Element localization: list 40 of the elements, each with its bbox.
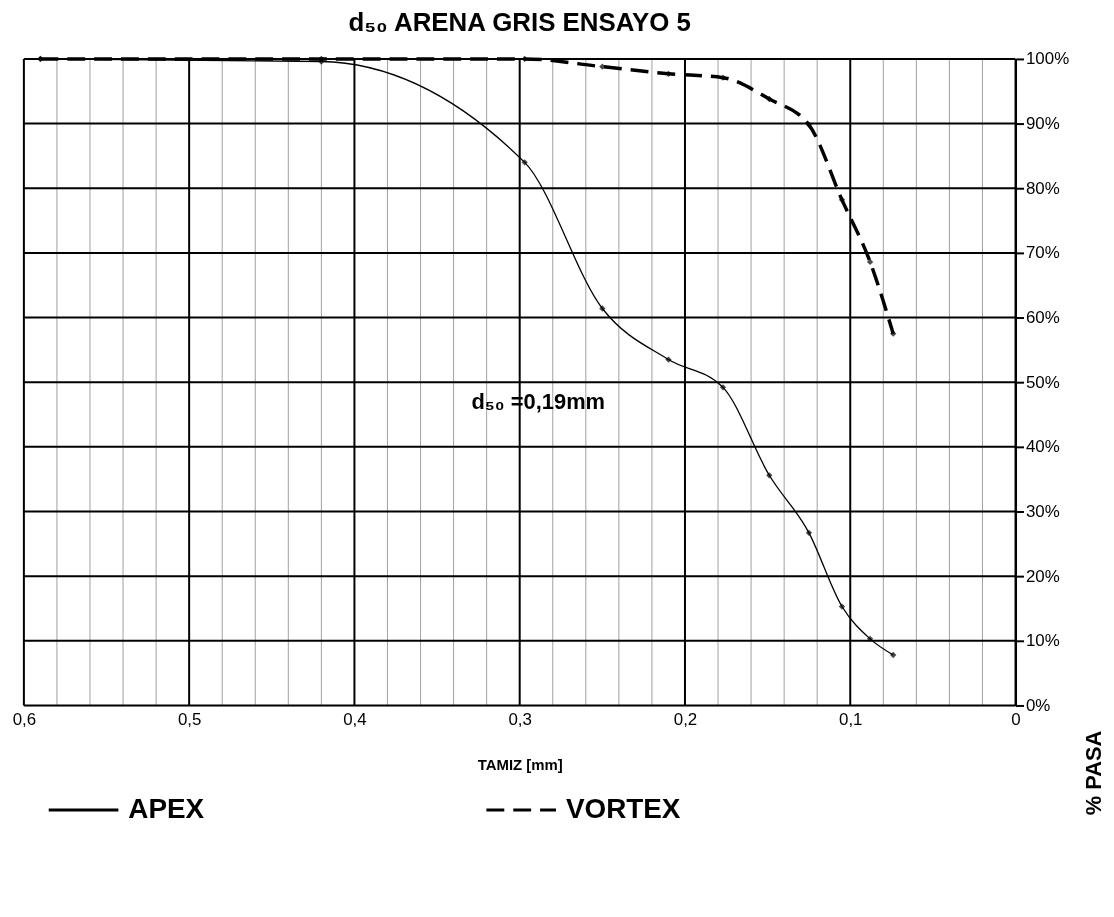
y-tick-label: 100% [1025,49,1070,69]
y-tick-label: 0% [1025,695,1051,715]
point [665,70,672,77]
x-tick-label: 0,3 [508,709,532,729]
point [866,258,874,266]
y-tick-label: 30% [1025,501,1060,521]
point [766,472,773,479]
point [766,95,773,103]
y-tick-label: 40% [1025,437,1060,457]
legend-label: APEX [128,792,205,824]
point [521,159,528,166]
point [521,55,528,63]
y-tick-label: 70% [1025,243,1060,263]
y-tick-label: 10% [1025,631,1060,651]
x-tick-label: 0,2 [673,709,698,729]
point [838,196,846,204]
point [37,55,44,63]
y-tick-label: 50% [1025,372,1060,392]
point [805,121,813,129]
point [599,305,606,312]
x-axis-title: TAMIZ [mm] [477,756,563,773]
point [866,635,874,642]
x-tick-label: 0 [1011,709,1021,729]
point [719,384,727,391]
x-tick-label: 0,4 [343,709,367,729]
point [838,603,846,610]
x-tick-label: 0,6 [12,709,37,729]
chart-title: d₅₀ ARENA GRIS ENSAYO 5 [348,8,691,37]
point [890,651,897,659]
legend-label: VORTEX [565,792,681,824]
point [805,529,813,536]
y-tick-label: 80% [1025,178,1060,198]
point [665,356,672,363]
x-tick-label: 0,1 [839,709,863,729]
x-tick-label: 0,5 [177,709,202,729]
y-tick-label: 60% [1025,308,1060,328]
point [890,330,897,337]
y-axis-title: % PASA [1080,730,1106,816]
y-tick-label: 90% [1025,114,1060,134]
y-tick-label: 20% [1025,566,1060,586]
